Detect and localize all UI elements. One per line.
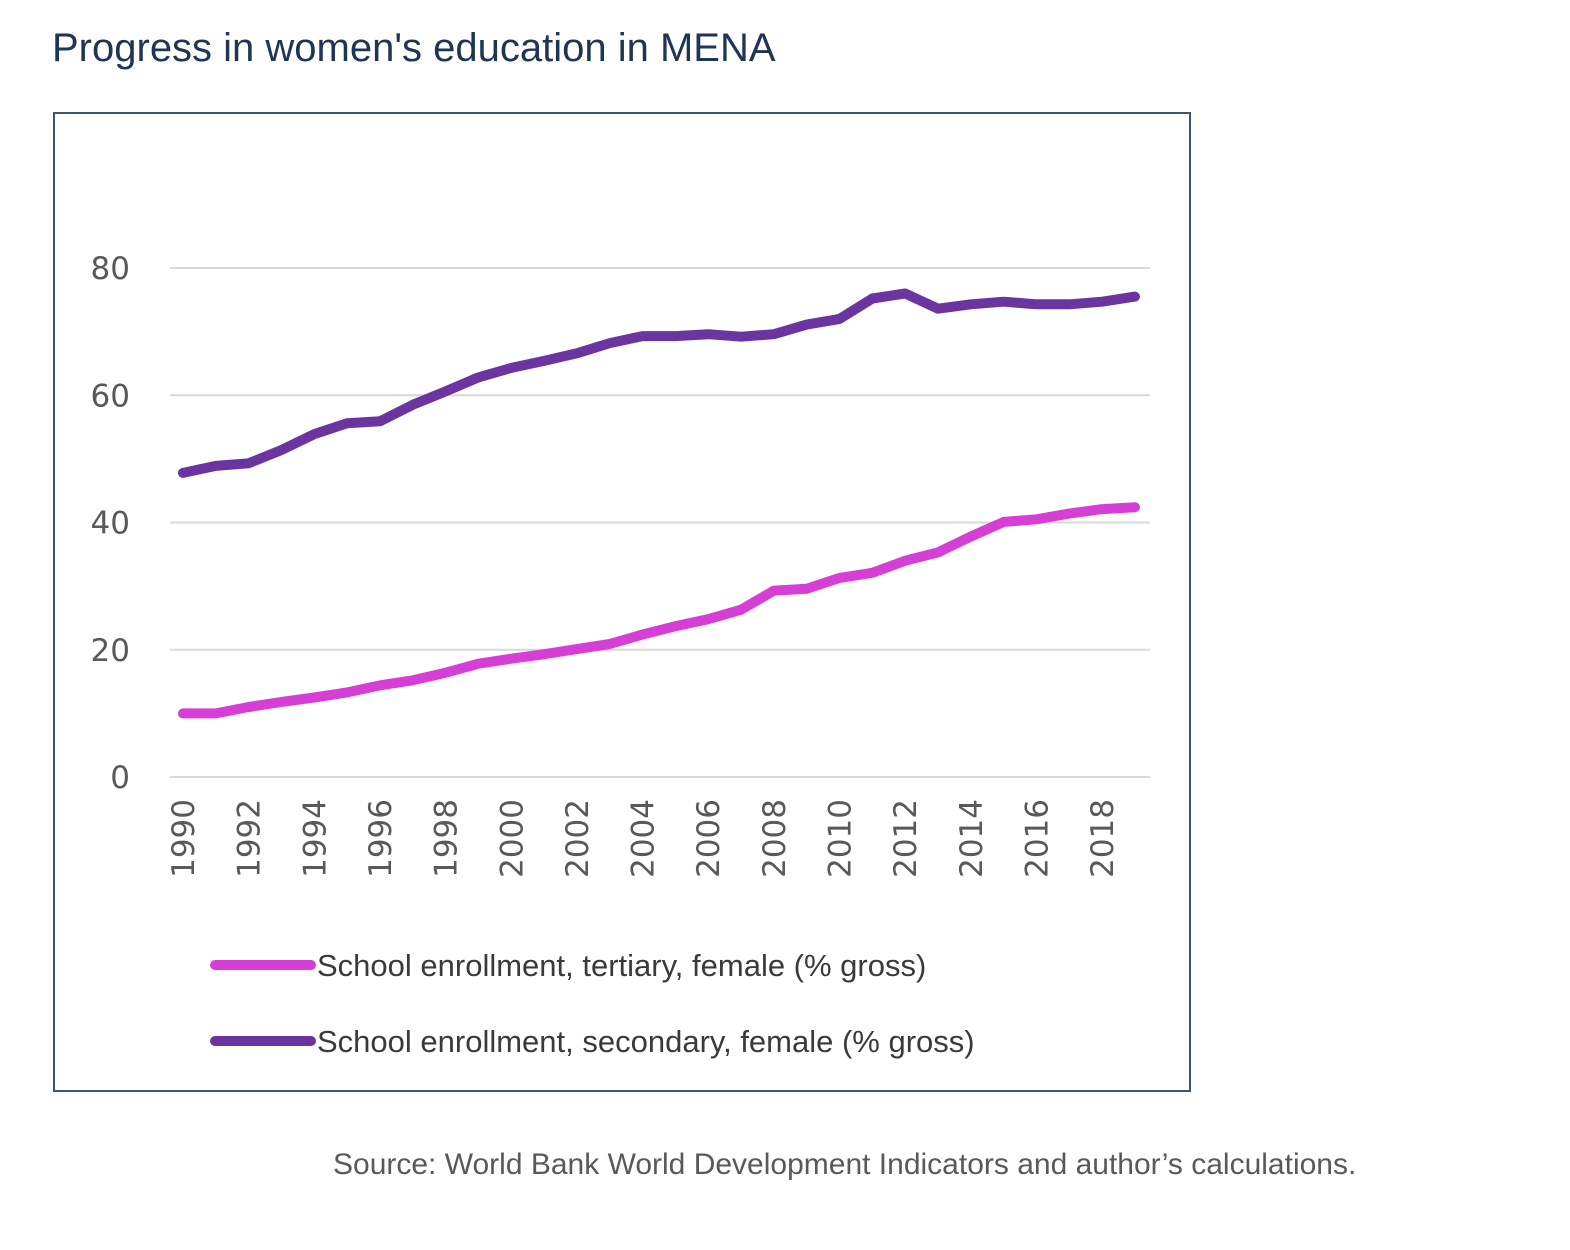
y-tick-label: 80 bbox=[91, 251, 130, 287]
x-tick-label: 1998 bbox=[429, 799, 465, 878]
x-tick-label: 2016 bbox=[1020, 799, 1056, 878]
x-tick-label: 1992 bbox=[232, 799, 268, 878]
line-chart: 0 20 40 60 80 1990 1992 1994 1996 1998 2000 2002 20… bbox=[91, 251, 1150, 1059]
gridlines bbox=[170, 267, 1150, 778]
y-tick-label: 0 bbox=[110, 760, 130, 796]
x-tick-label: 1996 bbox=[363, 799, 399, 878]
page-title: Progress in women's education in MENA bbox=[52, 26, 776, 70]
x-axis-ticks: 1990 1992 1994 1996 1998 2000 2002 2004 2006 2008… bbox=[166, 799, 1121, 878]
x-tick-label: 1990 bbox=[166, 799, 202, 878]
x-tick-label: 2012 bbox=[888, 799, 924, 878]
x-tick-label: 2000 bbox=[494, 799, 530, 878]
x-tick-label: 2002 bbox=[560, 799, 596, 878]
legend-label: School enrollment, tertiary, female (% g… bbox=[317, 948, 926, 983]
x-tick-label: 2006 bbox=[691, 799, 727, 878]
series-lines bbox=[178, 288, 1140, 719]
y-tick-label: 20 bbox=[91, 633, 130, 669]
y-tick-label: 40 bbox=[91, 506, 130, 542]
x-tick-label: 2004 bbox=[626, 799, 662, 878]
y-tick-label: 60 bbox=[91, 378, 130, 414]
series-line-tertiary bbox=[178, 502, 1140, 719]
x-tick-label: 1994 bbox=[297, 799, 333, 878]
series-line-secondary bbox=[178, 288, 1140, 478]
source-note: Source: World Bank World Development Ind… bbox=[333, 1148, 1357, 1181]
x-tick-label: 2010 bbox=[823, 799, 859, 878]
x-tick-label: 2018 bbox=[1085, 799, 1121, 878]
legend-label: School enrollment, secondary, female (% … bbox=[317, 1024, 975, 1059]
y-axis-ticks: 0 20 40 60 80 bbox=[91, 251, 130, 796]
legend: School enrollment, tertiary, female (% g… bbox=[210, 948, 975, 1059]
x-tick-label: 2014 bbox=[954, 799, 990, 878]
chart-frame: 0 20 40 60 80 1990 1992 1994 1996 1998 2000 2002 20… bbox=[53, 112, 1191, 1092]
x-tick-label: 2008 bbox=[757, 799, 793, 878]
